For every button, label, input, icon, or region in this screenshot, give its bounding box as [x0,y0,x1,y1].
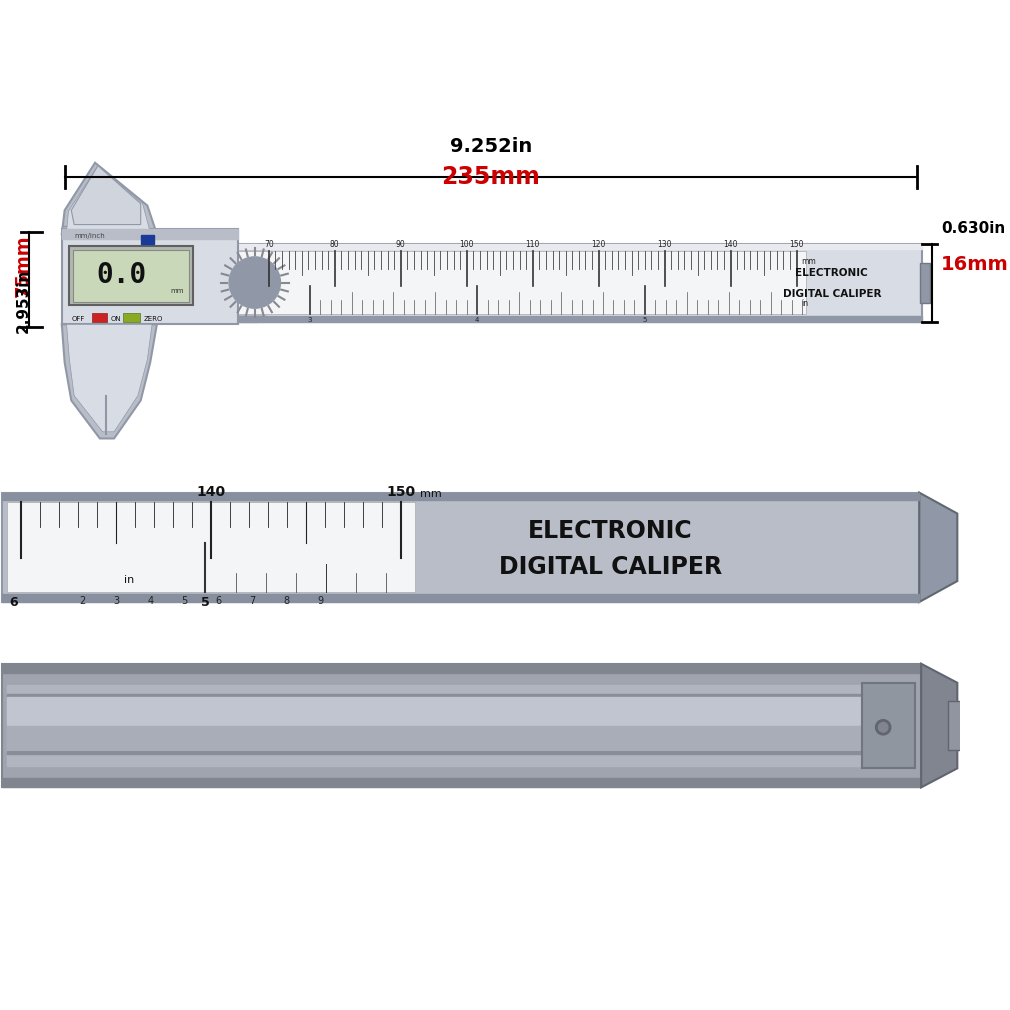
Text: 140: 140 [197,485,225,499]
Text: 120: 120 [592,240,606,249]
Text: 5: 5 [182,596,188,606]
Circle shape [229,257,281,308]
Text: ON: ON [110,316,121,321]
Text: in: in [801,299,809,308]
Bar [122,313,139,322]
Text: mm: mm [801,257,816,266]
Polygon shape [72,166,140,224]
Bar [2,493,919,500]
Text: OFF: OFF [72,316,85,321]
Bar [237,243,257,321]
Bar [73,250,189,302]
Bar [62,225,73,321]
Bar [920,263,930,303]
Polygon shape [67,324,153,432]
Bar [2,778,921,788]
Circle shape [220,248,289,317]
Bar [863,683,914,769]
Bar [218,243,922,249]
Text: 2: 2 [79,596,86,606]
Text: 150: 150 [790,240,804,249]
Text: 110: 110 [525,240,540,249]
Text: 3: 3 [307,317,312,323]
Bar [7,723,905,725]
Bar [2,493,919,602]
Bar [2,664,921,674]
Text: 9.252in: 9.252in [449,137,532,157]
Polygon shape [62,324,157,438]
Text: 80: 80 [330,240,339,249]
Text: 2.953in: 2.953in [15,269,30,332]
Text: DIGITAL CALIPER: DIGITAL CALIPER [499,554,722,579]
Bar [2,664,921,788]
Text: 3: 3 [113,596,119,606]
Text: 4: 4 [475,317,480,323]
Bar [218,243,922,321]
Text: 100: 100 [460,240,474,249]
Text: 75mm: 75mm [14,234,32,297]
Polygon shape [67,166,150,232]
Text: 235mm: 235mm [441,165,540,189]
Text: 5: 5 [642,317,647,323]
Text: ELECTRONIC: ELECTRONIC [796,269,869,278]
Bar [218,316,922,321]
Bar [226,251,806,314]
Text: mm: mm [420,489,442,499]
Text: 70: 70 [264,240,274,249]
Text: 150: 150 [387,485,416,499]
Text: 130: 130 [658,240,672,249]
Bar [62,229,237,324]
Text: mm/inch: mm/inch [74,233,105,238]
Bar [92,313,107,322]
Text: ELECTRONIC: ELECTRONIC [528,519,693,543]
Text: 6: 6 [215,596,222,606]
Bar [7,751,905,754]
Polygon shape [921,664,957,788]
Text: 16mm: 16mm [941,255,1009,274]
Bar [7,685,905,767]
Text: ZERO: ZERO [143,316,163,321]
Text: 0.630in: 0.630in [941,221,1005,236]
Polygon shape [62,163,157,234]
Text: DIGITAL CALIPER: DIGITAL CALIPER [783,289,881,299]
Bar [2,594,919,602]
Text: mm: mm [170,288,184,294]
Text: 5: 5 [201,596,210,609]
Bar [7,502,415,593]
Circle shape [876,720,891,735]
Bar [70,246,193,305]
Bar [7,697,905,725]
Text: in: in [124,575,134,585]
Bar [947,701,969,750]
Bar [140,235,154,243]
Polygon shape [919,493,957,602]
Bar [62,229,237,238]
Circle shape [879,722,888,732]
Text: 90: 90 [396,240,406,249]
Text: 4: 4 [147,596,154,606]
Text: 140: 140 [723,240,738,249]
Bar [7,725,905,749]
Text: 7: 7 [249,596,256,606]
Text: 0.0: 0.0 [96,261,146,289]
Text: 8: 8 [284,596,290,606]
Text: 6: 6 [9,596,18,609]
Bar [7,694,905,697]
Text: 9: 9 [318,596,324,606]
